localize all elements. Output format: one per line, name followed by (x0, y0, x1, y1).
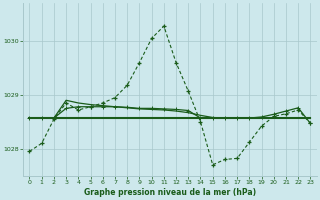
X-axis label: Graphe pression niveau de la mer (hPa): Graphe pression niveau de la mer (hPa) (84, 188, 256, 197)
